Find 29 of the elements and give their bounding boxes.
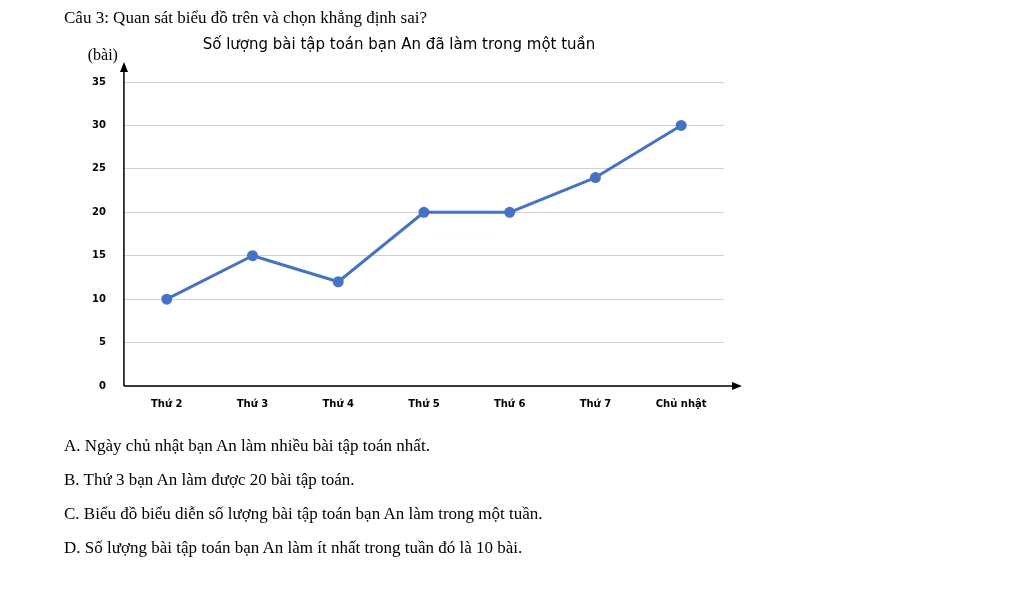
x-tick-label: Thứ 4 [322,397,355,409]
text: C. Biểu đồ biểu diễn số lượng bài tập toán bạn An làm trong một tuần. [64,504,544,524]
x-tick-label: Thứ 6 [493,397,526,409]
y-axis-title: (bài) [87,46,118,65]
y-tick-label: 15 [91,249,106,261]
x-tick-label: Thứ 7 [579,397,612,409]
y-tick-label: 20 [91,205,106,217]
point [675,119,687,131]
point [589,172,601,184]
y-tick-label: 35 [91,75,106,87]
text: Câu 3: Quan sát biểu đồ trên và chọn khẳng định sai? [64,8,429,28]
y-tick-label: 0 [98,379,106,391]
point [161,293,173,305]
point [504,206,516,218]
x-tick-label: Thứ 5 [408,397,440,409]
y-tick-label: 30 [91,119,106,131]
x-tick-label: Chủ nhật [655,397,707,409]
point [332,276,344,288]
chart-title: Số lượng bài tập toán bạn An đã làm trong một tuần [202,34,596,53]
point [247,250,259,262]
text: A. Ngày chủ nhật bạn An làm nhiều bài tập toán nhất. [64,436,431,456]
y-tick-label: 25 [91,162,106,174]
text: D. Số lượng bài tập toán bạn An làm ít nhất trong tuần đó là 10 bài. [64,538,524,558]
x-tick-label: Thứ 3 [236,397,269,409]
y-tick-label: 10 [91,292,106,304]
point [418,206,430,218]
x-tick-label: Thứ 2 [151,397,183,409]
text: B. Thứ 3 bạn An làm được 20 bài tập toán. [64,470,356,490]
y-tick-label: 5 [98,336,106,348]
